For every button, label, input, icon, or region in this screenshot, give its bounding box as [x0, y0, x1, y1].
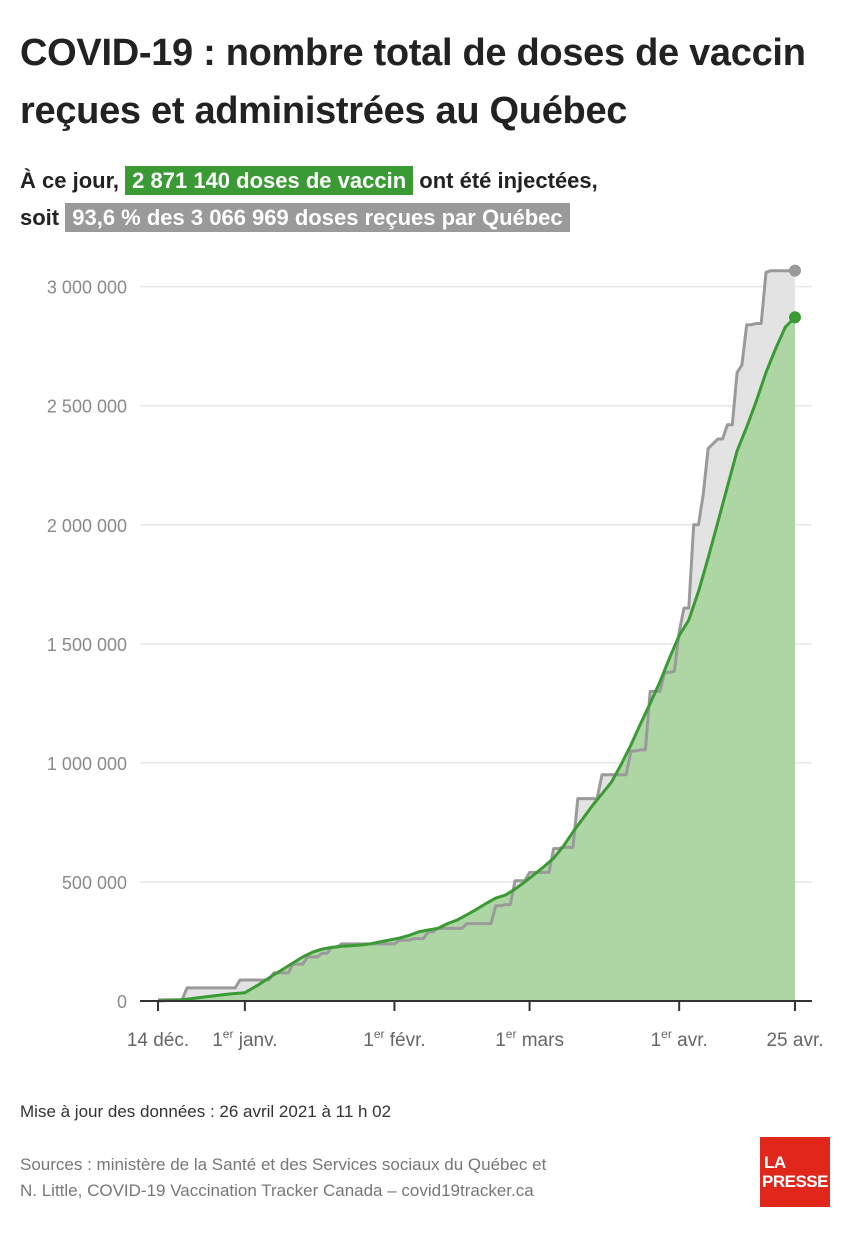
subtitle-line-2: soit 93,6 % des 3 066 969 doses reçues p… — [20, 199, 840, 236]
chart-areas — [158, 270, 795, 1001]
administered-doses-highlight: 2 871 140 doses de vaccin — [125, 166, 414, 195]
sources-note: Sources : ministère de la Santé et des S… — [20, 1152, 700, 1204]
x-tick-label: 1er janv. — [212, 1027, 277, 1051]
chart-axes: 0 500 000 1 000 000 1 500 000 2 000 000 2 500… — [47, 278, 824, 1051]
x-tick-label: 14 déc. — [127, 1030, 189, 1051]
administered-doses-endpoint — [789, 311, 801, 324]
la-presse-logo: LA PRESSE — [760, 1137, 830, 1207]
administered-doses-area — [158, 317, 795, 1001]
logo-text-presse: PRESSE — [762, 1172, 828, 1191]
y-tick-label: 1 000 000 — [47, 754, 127, 774]
chart-subtitle: À ce jour, 2 871 140 doses de vaccin ont… — [20, 162, 840, 236]
x-tick-label: 1er mars — [495, 1027, 564, 1051]
chart-lines — [157, 264, 801, 1003]
x-tick-label: 1er avr. — [651, 1027, 708, 1051]
logo-text-la: LA — [764, 1153, 786, 1172]
subtitle-text-3: soit — [20, 205, 60, 230]
received-doses-line — [158, 269, 795, 1002]
update-timestamp: Mise à jour des données : 26 avril 2021 … — [20, 1102, 392, 1121]
y-tick-label: 2 000 000 — [47, 516, 127, 536]
subtitle-text-1: À ce jour, — [20, 168, 120, 193]
subtitle-text-2: ont été injectées, — [419, 168, 598, 193]
x-tick-label: 1er févr. — [363, 1027, 425, 1051]
administered-doses-line — [157, 316, 797, 1003]
y-tick-label: 1 500 000 — [47, 635, 127, 655]
received-doses-endpoint — [789, 264, 801, 277]
subtitle-line-1: À ce jour, 2 871 140 doses de vaccin ont… — [20, 162, 840, 199]
y-tick-label: 3 000 000 — [47, 278, 127, 298]
y-tick-label: 2 500 000 — [47, 397, 127, 417]
vaccine-doses-chart: 0 500 000 1 000 000 1 500 000 2 000 000 2 500… — [47, 264, 824, 1051]
chart-title: COVID-19 : nombre total de doses de vacc… — [20, 32, 806, 132]
sources-line-1: Sources : ministère de la Santé et des S… — [20, 1155, 547, 1174]
y-tick-label: 500 000 — [62, 873, 127, 893]
y-tick-label: 0 — [117, 992, 127, 1012]
x-tick-label: 25 avr. — [766, 1030, 823, 1051]
received-doses-highlight: 93,6 % des 3 066 969 doses reçues par Qu… — [65, 203, 570, 232]
sources-line-2: N. Little, COVID-19 Vaccination Tracker … — [20, 1181, 534, 1200]
